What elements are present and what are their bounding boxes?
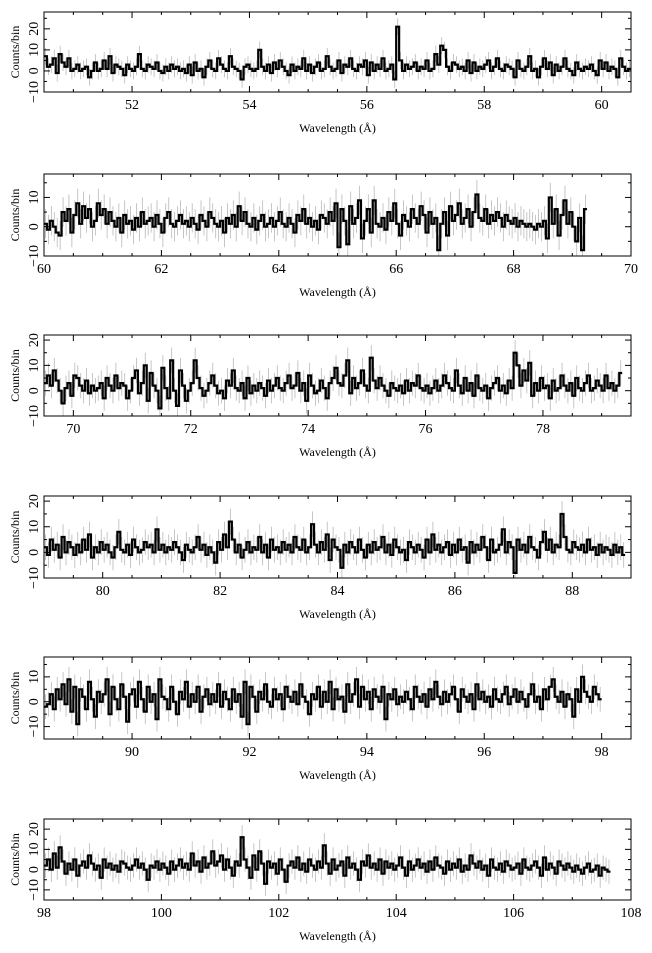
plot-area [44,825,611,896]
x-tick-label: 92 [242,745,256,760]
spectrum-histogram [44,25,631,81]
y-tick-label: 0 [27,698,42,705]
plot-frame [43,11,632,93]
y-axis-title: Counts/bin [8,349,22,402]
y-tick-label: −10 [27,567,42,589]
x-axis-title: Wavelength (Å) [299,768,376,782]
plot-area [44,664,602,737]
panel-6: 98 100 102 104 106 108 −10 0 10 20 Wavelength (Å) C… [8,818,642,943]
x-tick-label: 70 [66,422,80,437]
x-tick-label: 84 [331,584,345,599]
y-axis-title: Counts/bin [8,511,22,564]
y-tick-label: 10 [27,670,42,684]
x-tick-label: 104 [386,906,407,921]
spectrum-histogram [44,836,611,885]
y-tick-label: 0 [27,549,42,556]
x-tick-label: 86 [448,584,462,599]
spectrum-histogram [44,512,626,574]
x-axis-title: Wavelength (Å) [299,445,376,459]
y-tick-label: 20 [27,822,42,836]
x-tick-label: 80 [96,584,110,599]
x-tick-label: 58 [477,98,491,113]
y-tick-label: −10 [27,405,42,427]
y-tick-label: −10 [27,81,42,103]
x-tick-label: 96 [477,745,491,760]
y-tick-label: 0 [27,866,42,873]
x-tick-label: 60 [37,262,51,277]
y-tick-label: 10 [27,358,42,372]
error-bars [45,18,630,88]
x-tick-label: 98 [37,906,51,921]
y-tick-label: 20 [27,494,42,508]
y-axis-title: Counts/bin [8,672,22,725]
x-tick-label: 74 [301,422,315,437]
x-tick-label: 78 [536,422,550,437]
x-tick-label: 82 [213,584,227,599]
y-tick-label: −10 [27,879,42,901]
plot-area [44,340,623,416]
x-tick-label: 76 [419,422,433,437]
y-tick-label: −10 [27,716,42,738]
x-axis-title: Wavelength (Å) [299,121,376,135]
y-tick-label: 10 [27,520,42,534]
y-tick-label: 10 [27,190,42,204]
x-tick-label: 52 [125,98,139,113]
panel-4: 80 82 84 86 88 −10 0 10 20 Wavelength (Å) Counts/b… [8,494,632,621]
x-tick-label: 64 [272,262,286,277]
panel-2: 60 62 64 66 68 70 −10 0 10 Wavelength (Å) Counts/b… [8,173,638,299]
x-tick-label: 62 [154,262,168,277]
x-tick-label: 90 [125,745,139,760]
x-axis-title: Wavelength (Å) [299,285,376,299]
x-tick-label: 106 [503,906,524,921]
plot-area [44,18,631,88]
y-tick-label: 10 [27,842,42,856]
x-tick-label: 88 [565,584,579,599]
x-tick-label: 108 [621,906,642,921]
y-tick-label: 20 [27,22,42,36]
plot-area [44,501,626,578]
x-tick-label: 54 [242,98,256,113]
spectrum-histogram [44,193,587,252]
y-tick-label: −10 [27,245,42,267]
x-tick-label: 72 [184,422,198,437]
spectrum-histogram [44,351,623,410]
y-axis-title: Counts/bin [8,26,22,79]
x-tick-label: 60 [595,98,609,113]
spectrum-histogram [44,675,602,726]
y-tick-label: 0 [27,387,42,394]
panel-5: 90 92 94 96 98 −10 0 10 Wavelength (Å) Counts/bin [8,656,632,782]
plot-area [44,179,587,256]
x-tick-label: 70 [624,262,638,277]
x-tick-label: 56 [360,98,374,113]
x-tick-label: 100 [151,906,172,921]
y-tick-label: 10 [27,43,42,57]
x-tick-label: 98 [595,745,609,760]
x-tick-label: 102 [268,906,289,921]
x-tick-label: 66 [389,262,403,277]
panel-3: 70 72 74 76 78 −10 0 10 20 Wavelength (Å) Counts/b… [8,333,632,459]
y-tick-label: 0 [27,67,42,74]
y-axis-title: Counts/bin [8,833,22,886]
y-tick-label: 0 [27,223,42,230]
x-axis-title: Wavelength (Å) [299,929,376,943]
x-tick-label: 68 [507,262,521,277]
x-axis-title: Wavelength (Å) [299,607,376,621]
panel-1: 52 54 56 58 60 −10 0 10 20 Wavelength (Å) Counts/b… [8,11,632,135]
y-tick-label: 20 [27,333,42,347]
x-tick-label: 94 [360,745,374,760]
y-axis-title: Counts/bin [8,189,22,242]
